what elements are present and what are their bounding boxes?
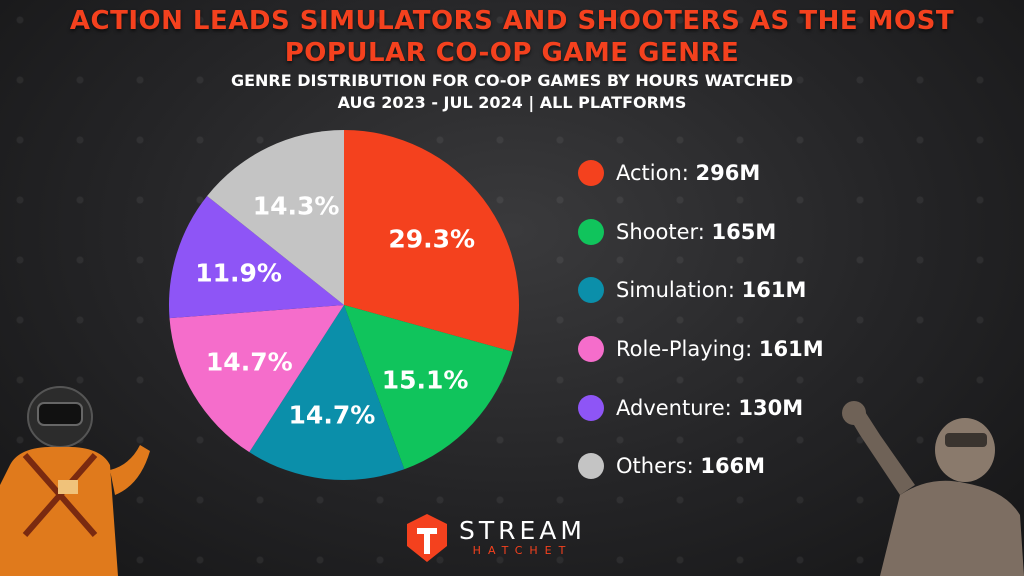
slice-label-action: 29.3% [388, 224, 475, 253]
legend-name-shooter: Shooter: [616, 219, 712, 244]
legend-swatch-shooter [578, 218, 604, 245]
legend-item-simulation: Simulation: 161M [578, 261, 1008, 320]
pie-slice-adventure [169, 196, 344, 319]
legend-name-others: Others: [616, 454, 701, 479]
chart-subtitle: GENRE DISTRIBUTION FOR CO-OP GAMES BY HO… [230, 71, 794, 90]
legend-swatch-simulation [578, 277, 604, 304]
pie-slice-others [207, 130, 344, 305]
legend-value-shooter: 165M [711, 219, 777, 244]
brand-logo: STREAM HATCHET [405, 512, 586, 564]
title-line-1: ACTION LEADS SIMULATORS AND SHOOTERS AS … [69, 6, 955, 36]
brand-name: STREAM [459, 516, 586, 545]
slice-label-role-playing: 14.7% [206, 347, 293, 376]
brand-subname: HATCHET [472, 544, 573, 557]
legend-swatch-action [578, 160, 604, 187]
title-line-2: POPULAR CO-OP GAME GENRE [284, 38, 740, 68]
legend-item-shooter: Shooter: 165M [578, 203, 1008, 262]
legend-value-action: 296M [695, 161, 761, 186]
legend-name-action: Action: [616, 161, 696, 186]
slice-label-others: 14.3% [253, 192, 340, 221]
legend-value-simulation: 161M [741, 278, 807, 303]
slice-label-adventure: 11.9% [195, 259, 282, 288]
legend-item-action: Action: 296M [578, 144, 1008, 203]
pie-slice-action [344, 130, 520, 352]
legend-swatch-role-playing [578, 336, 604, 363]
stream-hatchet-logo-icon [407, 514, 447, 562]
legend-swatch-others [578, 453, 604, 480]
legend-value-role-playing: 161M [758, 337, 824, 362]
legend-name-simulation: Simulation: [616, 278, 742, 303]
chart-title: ACTION LEADS SIMULATORS AND SHOOTERS AS … [0, 5, 1024, 69]
pie-slice-role-playing [169, 305, 344, 453]
slice-label-shooter: 15.1% [382, 366, 469, 395]
legend-item-role-playing: Role-Playing: 161M [578, 320, 1008, 379]
legend-label-role-playing: Role-Playing: 161M [616, 337, 824, 361]
date-range: AUG 2023 - JUL 2024 | ALL PLATFORMS [337, 93, 687, 112]
pie-slice-simulation [249, 305, 405, 480]
legend-value-adventure: 130M [738, 395, 804, 420]
legend-label-others: Others: 166M [616, 454, 765, 478]
legend: Action: 296M Shooter: 165M Simulation: 161… [578, 144, 1008, 496]
legend-item-adventure: Adventure: 130M [578, 378, 1008, 437]
legend-item-others: Others: 166M [578, 437, 1008, 496]
legend-value-others: 166M [700, 454, 766, 479]
legend-label-action: Action: 296M [616, 161, 760, 185]
legend-name-adventure: Adventure: [616, 395, 739, 420]
legend-name-role-playing: Role-Playing: [616, 337, 759, 362]
slice-label-simulation: 14.7% [289, 401, 376, 430]
legend-label-shooter: Shooter: 165M [616, 220, 776, 244]
legend-swatch-adventure [578, 394, 604, 421]
legend-label-adventure: Adventure: 130M [616, 396, 803, 420]
pie-slice-shooter [344, 305, 513, 470]
legend-label-simulation: Simulation: 161M [616, 278, 806, 302]
